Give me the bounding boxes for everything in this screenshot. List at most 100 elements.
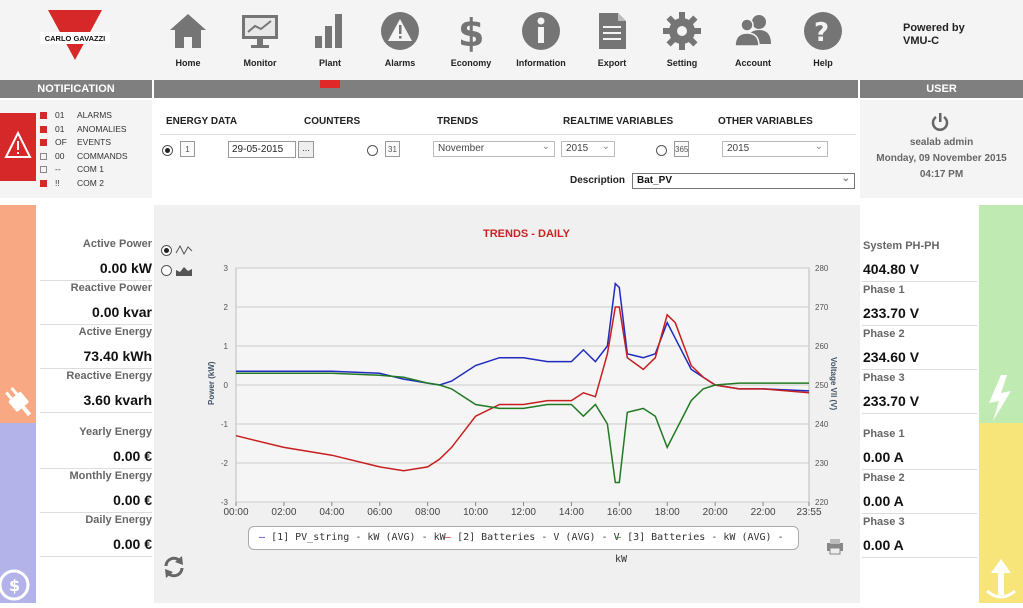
- chart-title: TRENDS - DAILY: [483, 228, 570, 240]
- y-axis-label: Power (kW): [207, 361, 216, 405]
- nav-help[interactable]: ? Help: [788, 10, 858, 68]
- y-tick-label: 3: [224, 264, 229, 273]
- y2-tick-label: 260: [815, 342, 829, 351]
- nav-label: Setting: [666, 58, 698, 68]
- y-tick-label: 2: [224, 303, 229, 312]
- nav-information[interactable]: Information: [506, 10, 576, 68]
- x-tick-label: 16:00: [607, 507, 632, 518]
- refresh-icon[interactable]: [160, 553, 188, 581]
- nav-label: Economy: [450, 58, 492, 68]
- y-tick-label: -3: [221, 498, 229, 507]
- series-line-3: [236, 372, 809, 484]
- metric-divider: [862, 325, 977, 326]
- current-color-column: [979, 423, 1023, 603]
- notification-count: --: [55, 164, 61, 174]
- y2-tick-label: 240: [815, 420, 829, 429]
- date-input[interactable]: 29-05-2015: [228, 141, 296, 158]
- nav-label: Home: [175, 58, 201, 68]
- nav-account[interactable]: Account: [718, 10, 788, 68]
- nav-label: Alarms: [384, 58, 416, 68]
- metric-value: 73.40 kWh: [83, 348, 152, 364]
- home-icon: [153, 10, 223, 52]
- notification-label: ANOMALIES: [77, 123, 127, 134]
- month-calendar-icon[interactable]: 31: [385, 141, 400, 157]
- metric-value: 234.60 V: [863, 349, 920, 365]
- metric-label: Active Energy: [78, 326, 152, 338]
- metric-value: 233.70 V: [863, 305, 920, 321]
- monitor-icon: [225, 10, 295, 52]
- logo-text: CARLO GAVAZZI: [44, 34, 106, 43]
- alert-panel[interactable]: [0, 113, 36, 181]
- year-calendar-icon[interactable]: 365: [674, 141, 689, 157]
- day-calendar-icon[interactable]: 1: [180, 141, 195, 157]
- metric-value: 0.00 A: [863, 449, 904, 465]
- description-select[interactable]: Bat_PV: [632, 172, 855, 189]
- x-tick-label: 12:00: [511, 507, 536, 518]
- notification-count: 00: [55, 150, 65, 161]
- notification-row[interactable]: 00 COMMANDS: [40, 150, 128, 163]
- y2-tick-label: 230: [815, 459, 829, 468]
- power-color-column: [0, 205, 36, 423]
- metric-divider: [862, 281, 977, 282]
- nav-monitor[interactable]: Monitor: [225, 10, 295, 68]
- monthly-radio[interactable]: [367, 145, 378, 156]
- notification-row[interactable]: !! COM 2: [40, 177, 104, 190]
- y-tick-label: -2: [221, 459, 229, 468]
- nav-setting[interactable]: Setting: [647, 10, 717, 68]
- status-square: [40, 166, 47, 174]
- metric-value: 0.00 A: [863, 537, 904, 553]
- status-square: [40, 179, 47, 187]
- y2-tick-label: 270: [815, 303, 829, 312]
- area-chart-icon: [176, 267, 192, 276]
- nav-bar-middle: [154, 80, 858, 98]
- user-time: 04:17 PM: [919, 169, 964, 180]
- daily-radio[interactable]: [162, 145, 173, 156]
- other-year-select[interactable]: 2015: [722, 140, 828, 157]
- notification-row[interactable]: 01 ANOMALIES: [40, 123, 127, 136]
- power-icon[interactable]: [930, 112, 950, 132]
- notification-row[interactable]: -- COM 1: [40, 163, 104, 176]
- nav-home[interactable]: Home: [153, 10, 223, 68]
- other-variables-header: OTHER VARIABLES: [718, 116, 813, 127]
- month-select[interactable]: November: [433, 140, 555, 157]
- metric-divider: [40, 368, 152, 369]
- nav-economy[interactable]: $ Economy: [436, 10, 506, 68]
- notification-row[interactable]: 01 ALARMS: [40, 109, 112, 122]
- help-icon: ?: [788, 10, 858, 52]
- line-mode-radio[interactable]: [161, 245, 172, 256]
- trend-chart[interactable]: 3 280 2 270 1 260 0 250 -1 240 -2 230 -3 220 00:00 02:0…: [154, 255, 860, 520]
- gear-icon: [647, 10, 717, 52]
- metric-divider: [40, 468, 152, 469]
- metric-value: 0.00 A: [863, 493, 904, 509]
- metric-label: Phase 2: [863, 328, 905, 340]
- nav-label: Account: [735, 58, 771, 68]
- area-mode-radio[interactable]: [161, 265, 172, 276]
- date-picker-button[interactable]: ...: [298, 141, 314, 158]
- x-tick-label: 06:00: [367, 507, 392, 518]
- notification-label: COM 1: [77, 164, 104, 174]
- document-icon: [577, 10, 647, 52]
- x-tick-label: 22:00: [751, 507, 776, 518]
- nav-export[interactable]: Export: [577, 10, 647, 68]
- legend-series-3[interactable]: — [3] Batteries - kW (AVG) - kW: [615, 532, 784, 565]
- notification-row[interactable]: OF EVENTS: [40, 136, 111, 149]
- y2-tick-label: 250: [815, 381, 829, 390]
- carlo-gavazzi-logo[interactable]: CARLO GAVAZZI: [40, 10, 110, 72]
- yearly-radio[interactable]: [656, 145, 667, 156]
- nav-plant[interactable]: Plant: [295, 10, 365, 68]
- y-tick-label: -1: [221, 420, 229, 429]
- alert-warning-icon: [4, 130, 32, 158]
- metric-value: 0.00 kW: [99, 260, 152, 276]
- metric-divider: [40, 324, 152, 325]
- metric-divider: [40, 512, 152, 513]
- y2-tick-label: 220: [815, 498, 829, 507]
- status-square: [40, 125, 47, 133]
- legend-series-1[interactable]: — [1] PV_string - kW (AVG) - kW: [259, 532, 446, 543]
- year-select[interactable]: 2015: [561, 140, 615, 157]
- print-icon[interactable]: [825, 537, 845, 555]
- notification-label: COMMANDS: [77, 150, 128, 161]
- notification-count: 01: [55, 110, 65, 120]
- nav-alarms[interactable]: Alarms: [365, 10, 435, 68]
- legend-series-2[interactable]: — [2] Batteries - V (AVG) - V: [445, 532, 620, 543]
- metric-divider: [862, 513, 977, 514]
